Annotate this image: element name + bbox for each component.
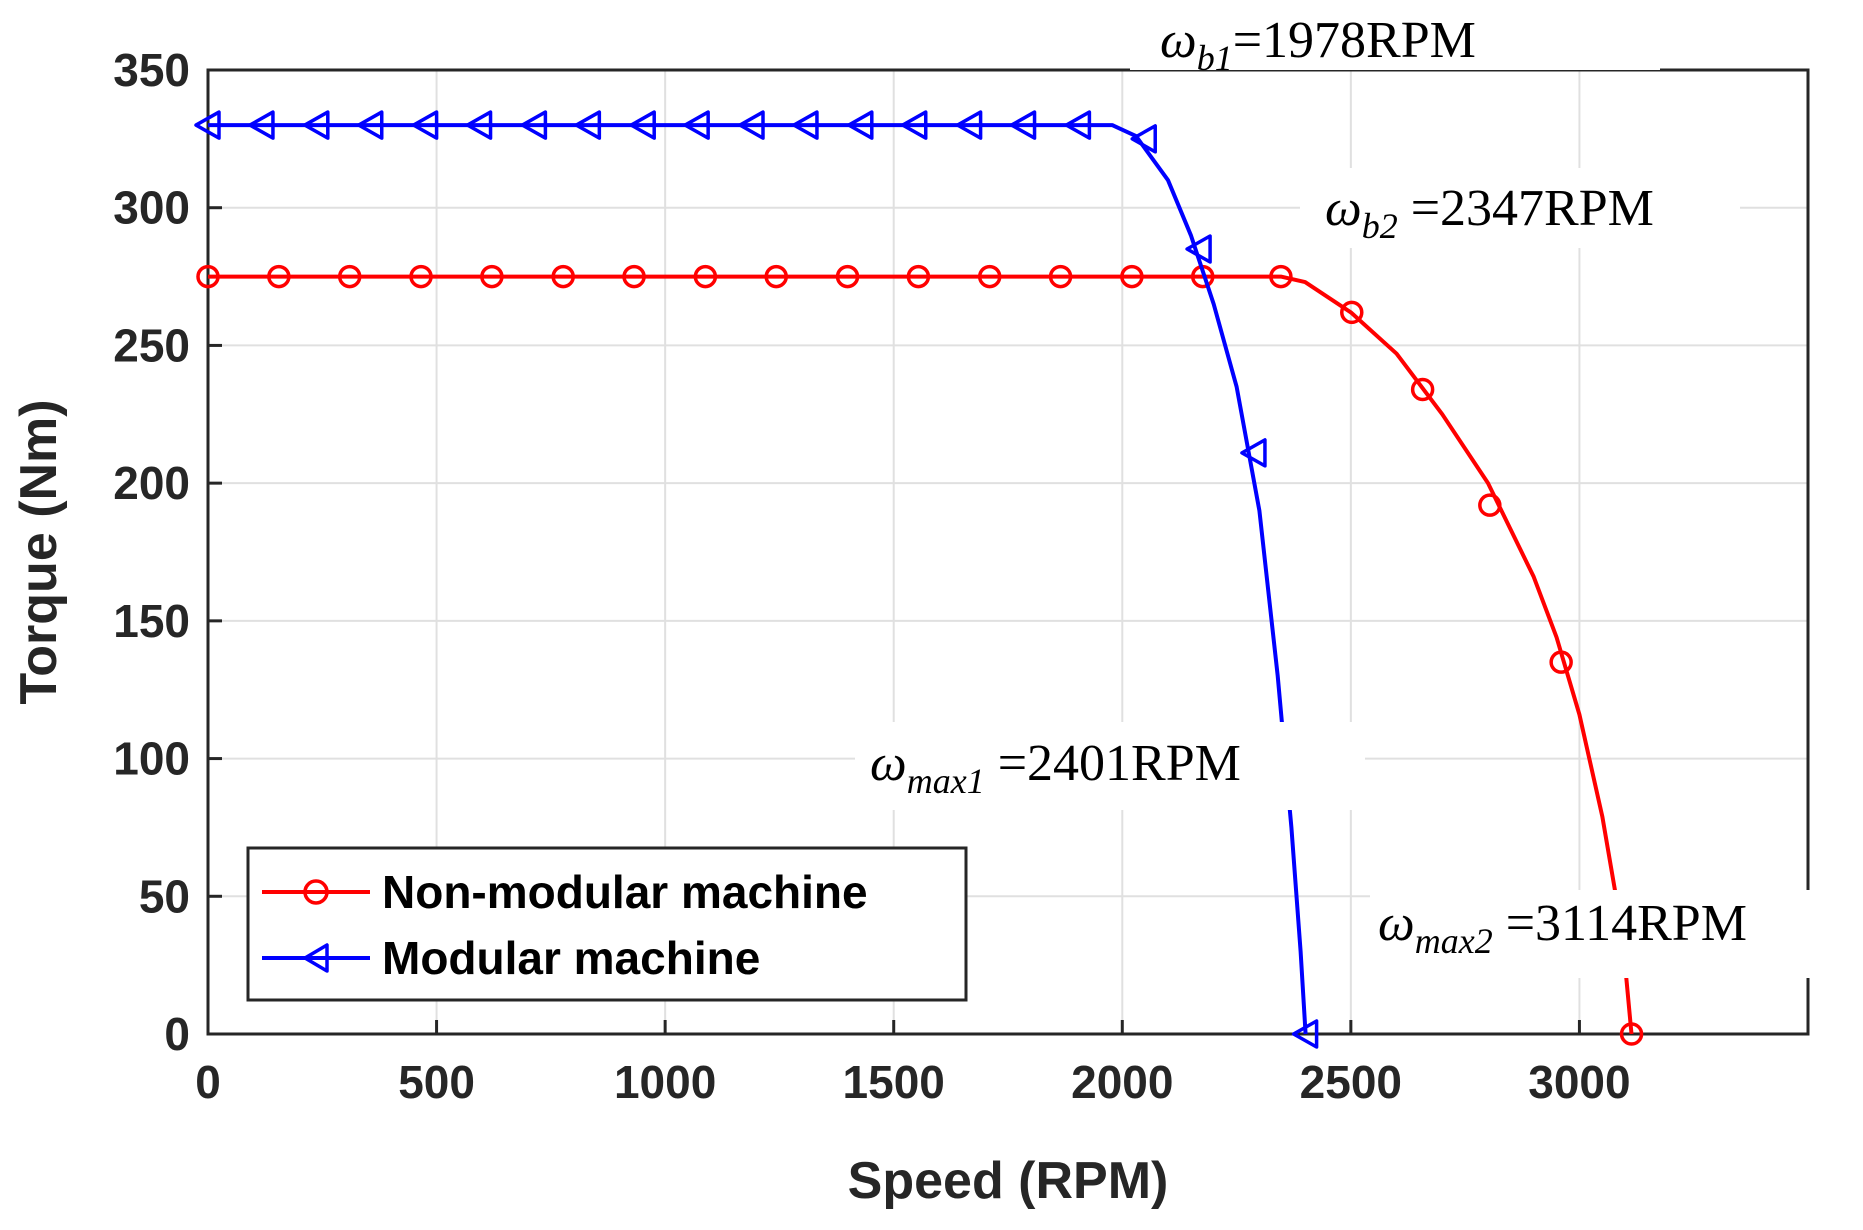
data-point-modular-machine	[1240, 438, 1267, 468]
annotation-wb2-background	[1300, 168, 1740, 248]
data-point-modular-machine	[465, 110, 493, 140]
data-point-modular-machine	[738, 110, 765, 140]
data-point-modular-machine	[629, 110, 656, 140]
annotation-wb1-subscript: b1	[1197, 38, 1233, 78]
data-point-non-modular-machine	[977, 264, 1002, 289]
data-point-non-modular-machine	[551, 264, 575, 289]
x-axis-label: Speed (RPM)	[848, 1152, 1169, 1210]
y-tick-label: 150	[113, 595, 190, 647]
x-tick-label: 2000	[1071, 1056, 1173, 1108]
data-point-modular-machine	[1291, 1019, 1319, 1049]
data-point-modular-machine	[356, 110, 384, 140]
x-tick-label: 500	[398, 1056, 475, 1108]
annotation-wb1-text: ωb1=1978RPM	[1160, 12, 1476, 78]
data-point-non-modular-machine	[622, 264, 646, 289]
data-point-non-modular-machine	[267, 264, 291, 289]
y-tick-label: 100	[113, 733, 190, 785]
data-point-modular-machine	[683, 110, 710, 140]
data-point-non-modular-machine	[1120, 264, 1144, 289]
annotation-wb1-symbol: ω	[1160, 12, 1197, 69]
legend-label-modular: Modular machine	[382, 932, 760, 984]
data-point-modular-machine	[248, 110, 275, 140]
annotation-wb2-symbol: ω	[1325, 180, 1362, 237]
data-point-modular-machine	[1064, 110, 1092, 140]
data-point-modular-machine	[1130, 124, 1157, 154]
data-point-non-modular-machine	[1410, 377, 1435, 402]
annotation-wmax2-text: ωmax2 =3114RPM	[1378, 895, 1747, 961]
annotation-wmax1-symbol: ω	[870, 735, 907, 792]
data-point-modular-machine	[847, 110, 874, 140]
annotation-wb1-background	[1130, 0, 1660, 70]
data-point-non-modular-machine	[1478, 493, 1502, 517]
annotation-wmax1-text: ωmax1 =2401RPM	[870, 735, 1241, 801]
x-tick-label: 2500	[1300, 1056, 1402, 1108]
y-tick-label: 50	[139, 870, 190, 922]
data-point-modular-machine	[574, 110, 602, 140]
data-point-non-modular-machine	[480, 264, 504, 289]
data-point-modular-machine	[955, 110, 983, 140]
data-point-non-modular-machine	[906, 264, 931, 289]
data-point-modular-machine	[1185, 234, 1212, 264]
data-point-non-modular-machine	[835, 264, 860, 289]
y-tick-label: 250	[113, 319, 190, 371]
legend-label-non-modular: Non-modular machine	[382, 866, 868, 918]
annotation-wb2: ωb2 =2347RPM	[1300, 168, 1740, 248]
annotation-wmax1-subscript: max1	[907, 761, 985, 801]
y-tick-label: 300	[113, 182, 190, 234]
data-point-modular-machine	[1009, 110, 1037, 140]
legend-entry-modular: Modular machine	[262, 932, 760, 984]
annotation-wmax2-background	[1370, 890, 1863, 978]
data-point-non-modular-machine	[409, 264, 433, 289]
data-point-modular-machine	[411, 110, 439, 140]
annotation-wmax2-symbol: ω	[1378, 895, 1415, 952]
series-line-non-modular-machine	[208, 274, 1634, 1035]
annotation-wb2-text: ωb2 =2347RPM	[1325, 180, 1654, 246]
legend-marker-non-modular	[303, 879, 329, 905]
data-point-non-modular-machine	[1048, 264, 1073, 289]
x-tick-label: 3000	[1528, 1056, 1630, 1108]
x-tick-label: 0	[195, 1056, 221, 1108]
plot-area-frame	[206, 68, 1810, 1036]
axis-ticks: 0 500 1000 1500 2000 2500 3000 0 50 100 150 200 250 3…	[113, 44, 1630, 1108]
annotations: ωb1=1978RPM ωb2 =2347RPM ωmax1 =2401RPM …	[855, 0, 1863, 978]
data-point-non-modular-machine	[337, 264, 362, 289]
data-point-modular-machine	[792, 110, 819, 140]
annotation-wmax1-value: =2401RPM	[985, 735, 1241, 792]
data-point-non-modular-machine	[1269, 264, 1293, 289]
y-tick-label: 200	[113, 457, 190, 509]
annotation-wmax1: ωmax1 =2401RPM	[855, 722, 1365, 810]
series-non-modular-machine	[196, 264, 1644, 1046]
data-point-modular-machine	[303, 110, 330, 140]
legend: Non-modular machine Modular machine	[246, 846, 968, 1002]
annotation-wb1-value: =1978RPM	[1233, 12, 1476, 69]
legend-marker-modular	[303, 943, 329, 973]
data-point-non-modular-machine	[693, 264, 718, 289]
data-point-modular-machine	[900, 110, 928, 140]
data-point-non-modular-machine	[764, 264, 788, 289]
data-point-non-modular-machine	[1340, 300, 1364, 325]
data-point-non-modular-machine	[196, 264, 220, 289]
legend-box	[246, 846, 968, 1002]
data-point-modular-machine	[520, 110, 548, 140]
series-line-modular-machine	[208, 123, 1308, 1035]
y-tick-label: 350	[113, 44, 190, 96]
x-tick-label: 1000	[614, 1056, 716, 1108]
annotation-wmax2: ωmax2 =3114RPM	[1370, 890, 1863, 978]
annotation-wmax1-background	[855, 722, 1365, 810]
data-point-modular-machine	[194, 110, 221, 140]
legend-entry-non-modular: Non-modular machine	[262, 866, 868, 918]
series-modular-machine	[194, 110, 1319, 1049]
annotation-wb2-value: =2347RPM	[1398, 180, 1654, 237]
y-tick-label: 0	[164, 1008, 190, 1060]
annotation-wmax2-subscript: max2	[1415, 921, 1493, 961]
annotation-wb1: ωb1=1978RPM	[1130, 0, 1660, 78]
data-series	[194, 110, 1644, 1049]
data-point-non-modular-machine	[1549, 650, 1573, 674]
annotation-wmax2-value: =3114RPM	[1493, 895, 1747, 952]
annotation-wb2-subscript: b2	[1362, 206, 1398, 246]
y-axis-label: Torque (Nm)	[10, 399, 68, 704]
x-tick-label: 1500	[843, 1056, 945, 1108]
data-point-non-modular-machine	[1619, 1022, 1644, 1046]
